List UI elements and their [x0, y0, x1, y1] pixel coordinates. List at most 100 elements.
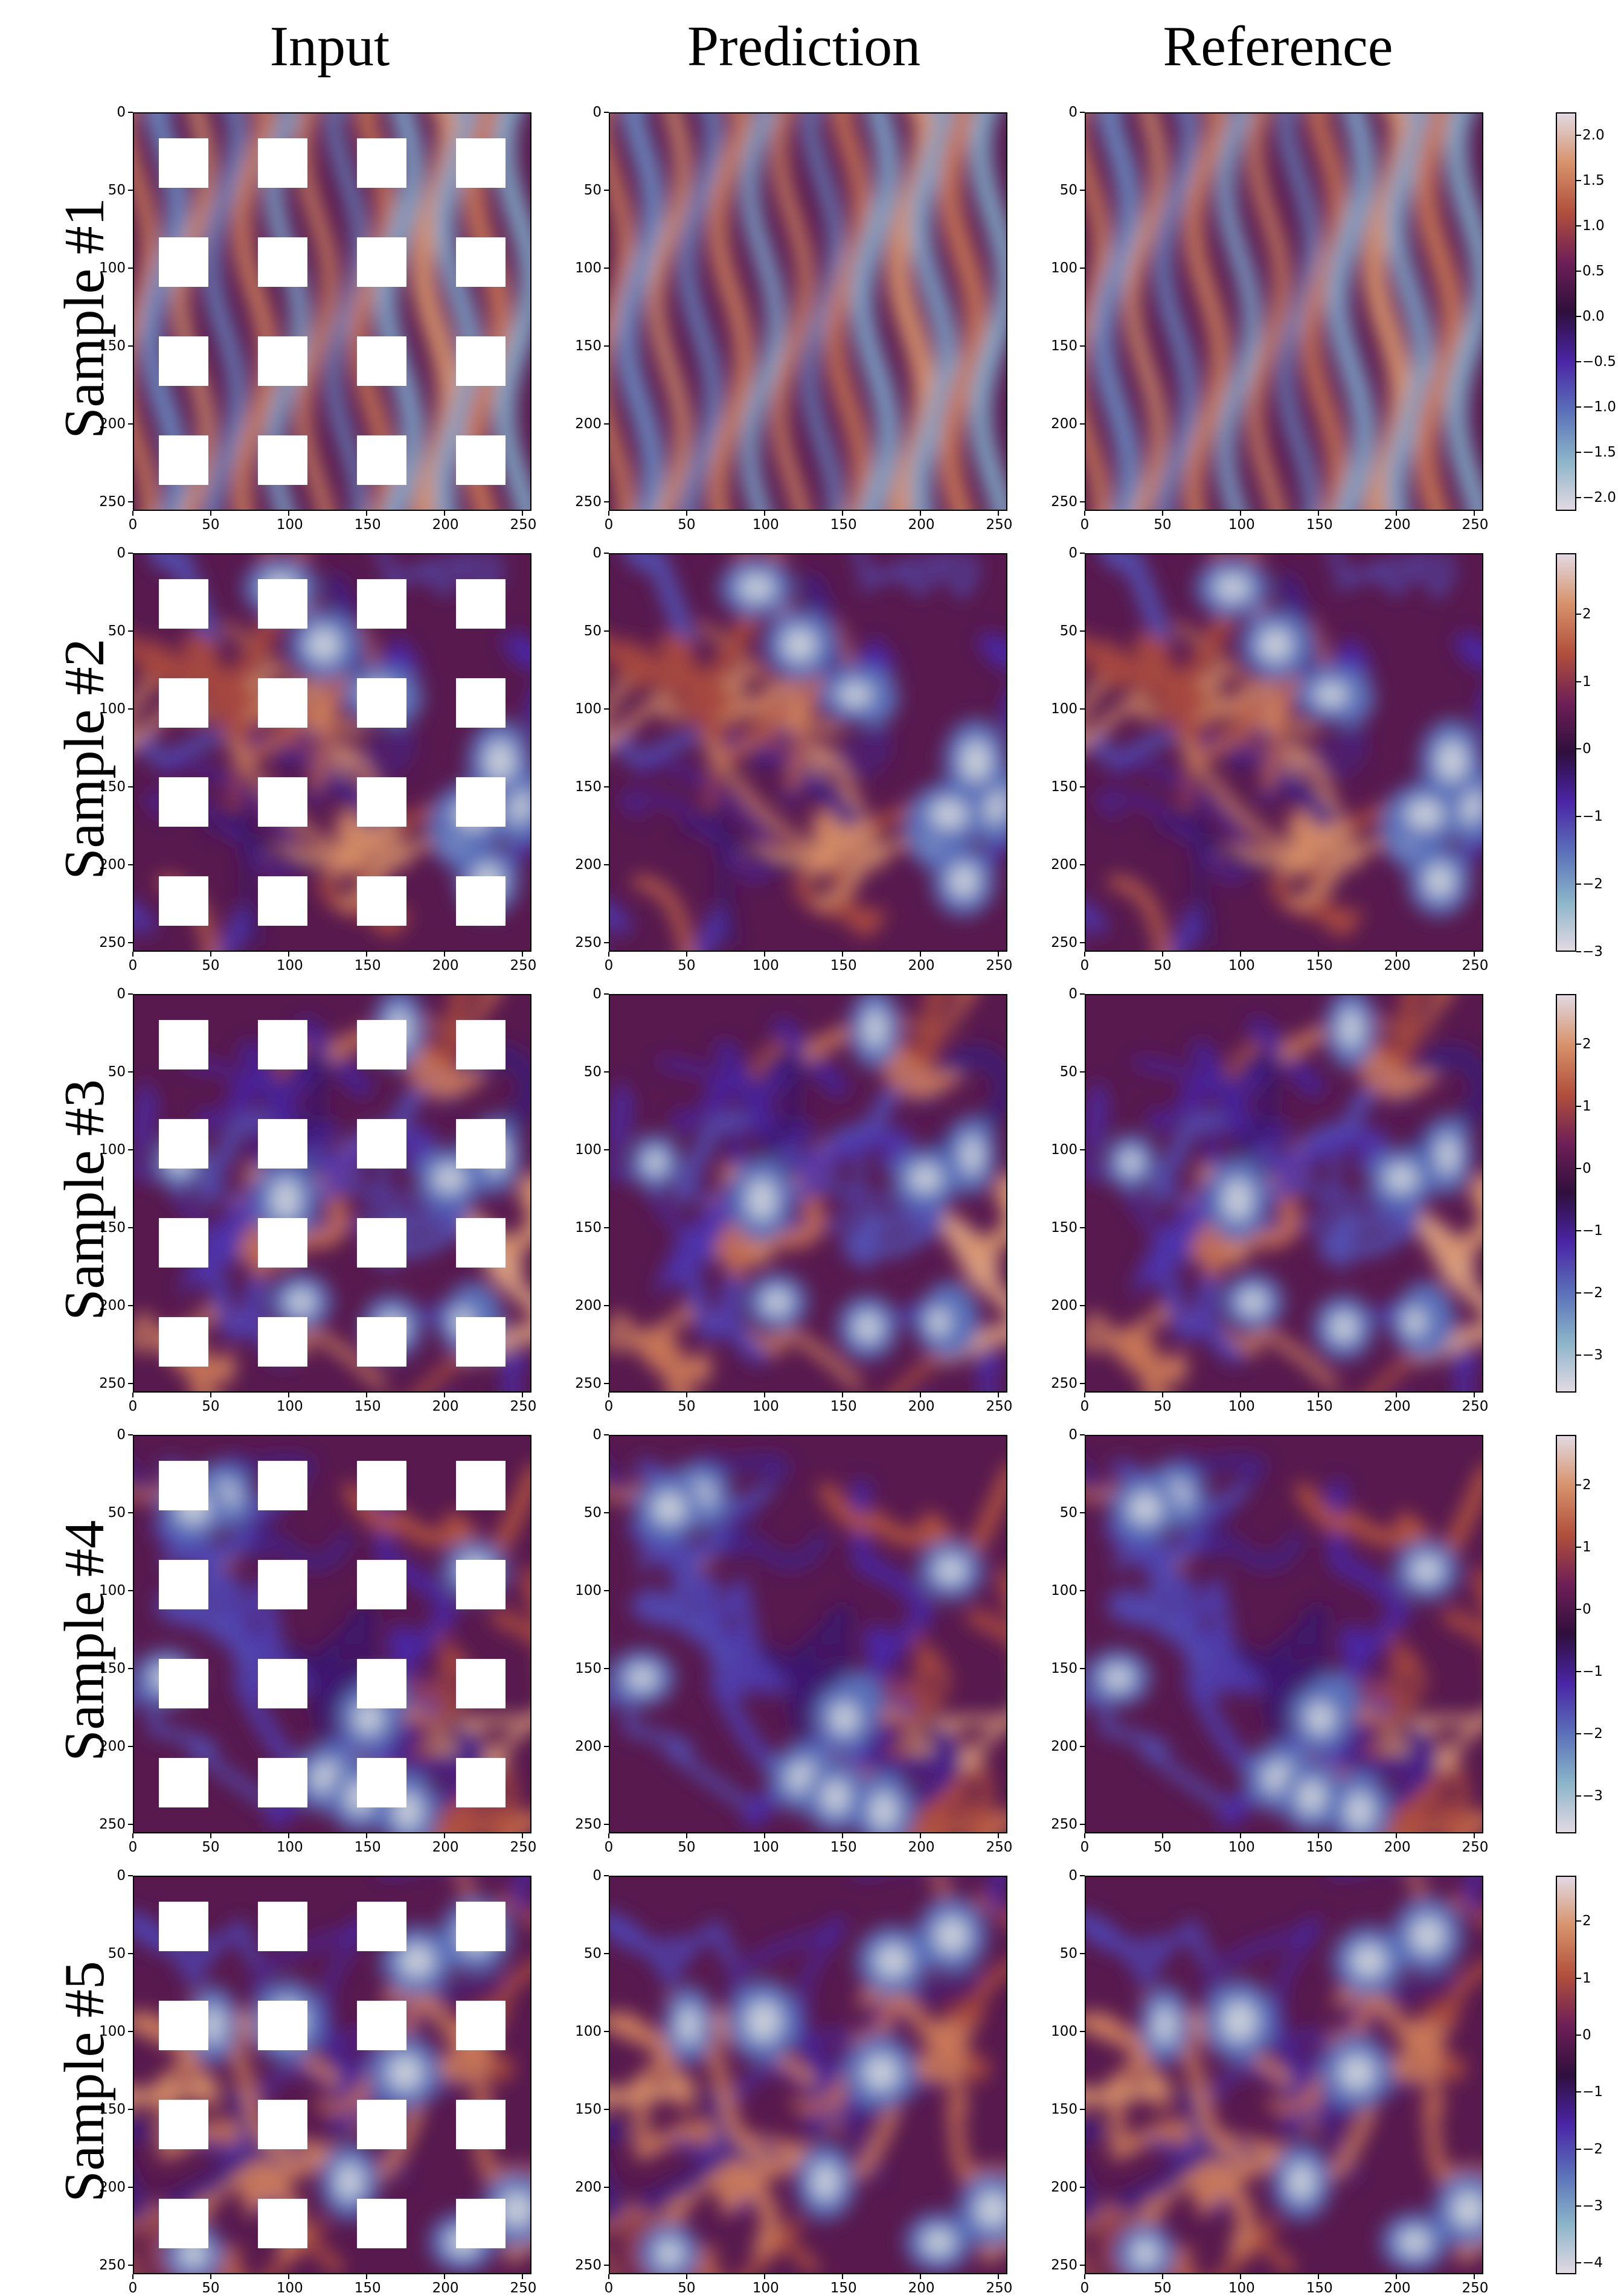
colorbar-tick-label: −0.5: [1582, 353, 1616, 370]
y-tick-label: 50: [108, 1504, 126, 1521]
field-image: [1086, 554, 1482, 951]
vortex-filament: [631, 1532, 731, 1676]
vortex-core: [1404, 1308, 1426, 1336]
y-tick-mark: [604, 1071, 609, 1073]
vortex-filament: [374, 1480, 459, 1683]
x-tick-mark: [763, 952, 765, 957]
vortex-core: [336, 2163, 364, 2201]
field-image: [610, 114, 1006, 510]
vortex-core: [1297, 1780, 1326, 1814]
vortex-core: [1306, 1702, 1335, 1734]
vortex-filament: [204, 809, 326, 947]
x-tick-mark: [365, 1833, 367, 1838]
colorbar-tick-mark: [1576, 1977, 1581, 1979]
vortex-filament: [1318, 1158, 1465, 1271]
x-tick-mark: [210, 1833, 211, 1838]
vortex-filament: [964, 633, 1006, 893]
x-tick-mark: [1395, 2274, 1397, 2279]
x-tick-mark: [132, 1833, 133, 1838]
vortex-filament: [842, 1158, 989, 1271]
mask-square: [357, 1218, 406, 1268]
vortex-stripe: [134, 140, 159, 510]
x-tick-mark: [132, 952, 133, 957]
vortex-filament: [488, 633, 530, 893]
y-tick-mark: [1080, 189, 1085, 191]
y-tick-mark: [1080, 786, 1085, 787]
x-tick-label: 0: [604, 517, 614, 533]
vortex-stripe: [678, 114, 722, 510]
field-image: [1086, 114, 1482, 510]
colorbar-tick-mark: [1576, 134, 1581, 136]
x-tick-label: 0: [128, 958, 138, 973]
y-tick-mark: [1080, 708, 1085, 710]
x-tick-label: 150: [830, 1839, 857, 1855]
y-tick-label: 50: [108, 623, 126, 639]
x-tick-mark: [608, 1833, 609, 1838]
vortex-stripe: [410, 114, 461, 510]
x-tick-mark: [365, 952, 367, 957]
y-tick-label: 200: [1051, 1738, 1077, 1754]
mask-square: [456, 435, 506, 485]
colorbar-tick-mark: [1576, 613, 1581, 615]
y-tick-mark: [604, 345, 609, 347]
mask-square: [357, 1758, 406, 1807]
x-tick-mark: [443, 1833, 445, 1838]
mask-square: [258, 1758, 307, 1807]
vortex-core: [763, 1289, 791, 1315]
y-tick-label: 50: [583, 1063, 602, 1080]
y-tick-mark: [604, 1745, 609, 1747]
x-tick-mark: [1317, 952, 1319, 957]
x-tick-label: 100: [1228, 517, 1255, 533]
y-tick-label: 200: [575, 1297, 602, 1313]
vortex-filament: [740, 814, 867, 879]
colorbar-tick-label: 0: [1582, 1160, 1591, 1176]
y-tick-label: 50: [583, 1504, 602, 1521]
x-tick-mark: [210, 2274, 211, 2279]
y-tick-label: 200: [1051, 2179, 1077, 2195]
colorbar-tick-mark: [1576, 816, 1581, 818]
y-tick-label: 250: [99, 934, 126, 951]
vortex-core: [1222, 2001, 1257, 2042]
x-tick-label: 0: [604, 958, 614, 973]
x-tick-label: 250: [986, 2280, 1013, 2296]
vortex-stripe: [1091, 114, 1141, 510]
vortex-filament: [680, 809, 801, 947]
x-tick-label: 50: [1154, 1839, 1172, 1855]
x-tick-mark: [841, 1393, 843, 1397]
mask-square: [357, 435, 406, 485]
y-tick-label: 0: [117, 986, 126, 1002]
field-structures: [1086, 995, 1482, 1391]
field-structures: [1086, 1454, 1482, 1832]
vortex-filament: [276, 574, 387, 830]
y-tick-mark: [604, 1875, 609, 1876]
y-tick-mark: [128, 1667, 133, 1669]
x-tick-label: 100: [1228, 1399, 1255, 1414]
y-tick-label: 100: [99, 1582, 126, 1599]
x-tick-label: 200: [432, 2280, 459, 2296]
x-tick-mark: [210, 952, 211, 957]
x-tick-label: 0: [128, 1839, 138, 1855]
y-tick-mark: [128, 1149, 133, 1150]
x-tick-label: 0: [128, 517, 138, 533]
field-structures: [1086, 114, 1482, 510]
x-tick-label: 250: [1462, 958, 1489, 973]
panel-prediction-sample-1: [609, 112, 1007, 511]
mask-square: [456, 1218, 506, 1268]
x-tick-mark: [997, 952, 999, 957]
y-tick-label: 250: [575, 2257, 602, 2273]
y-tick-label: 200: [575, 1738, 602, 1754]
x-tick-label: 250: [1462, 517, 1489, 533]
y-tick-label: 0: [592, 1427, 602, 1443]
y-tick-label: 250: [575, 934, 602, 951]
x-tick-label: 50: [202, 958, 220, 973]
vortex-filament: [1216, 814, 1343, 879]
vortex-filament: [374, 1627, 477, 1730]
x-tick-label: 250: [986, 958, 1013, 973]
colorbar-tick-mark: [1576, 315, 1581, 317]
vortex-stripe: [909, 114, 958, 510]
colorbar-tick-label: 2: [1582, 1036, 1591, 1052]
y-tick-label: 150: [99, 778, 126, 795]
mask-square: [258, 1218, 307, 1268]
vortex-core: [1351, 1945, 1386, 1978]
y-tick-label: 50: [583, 623, 602, 639]
